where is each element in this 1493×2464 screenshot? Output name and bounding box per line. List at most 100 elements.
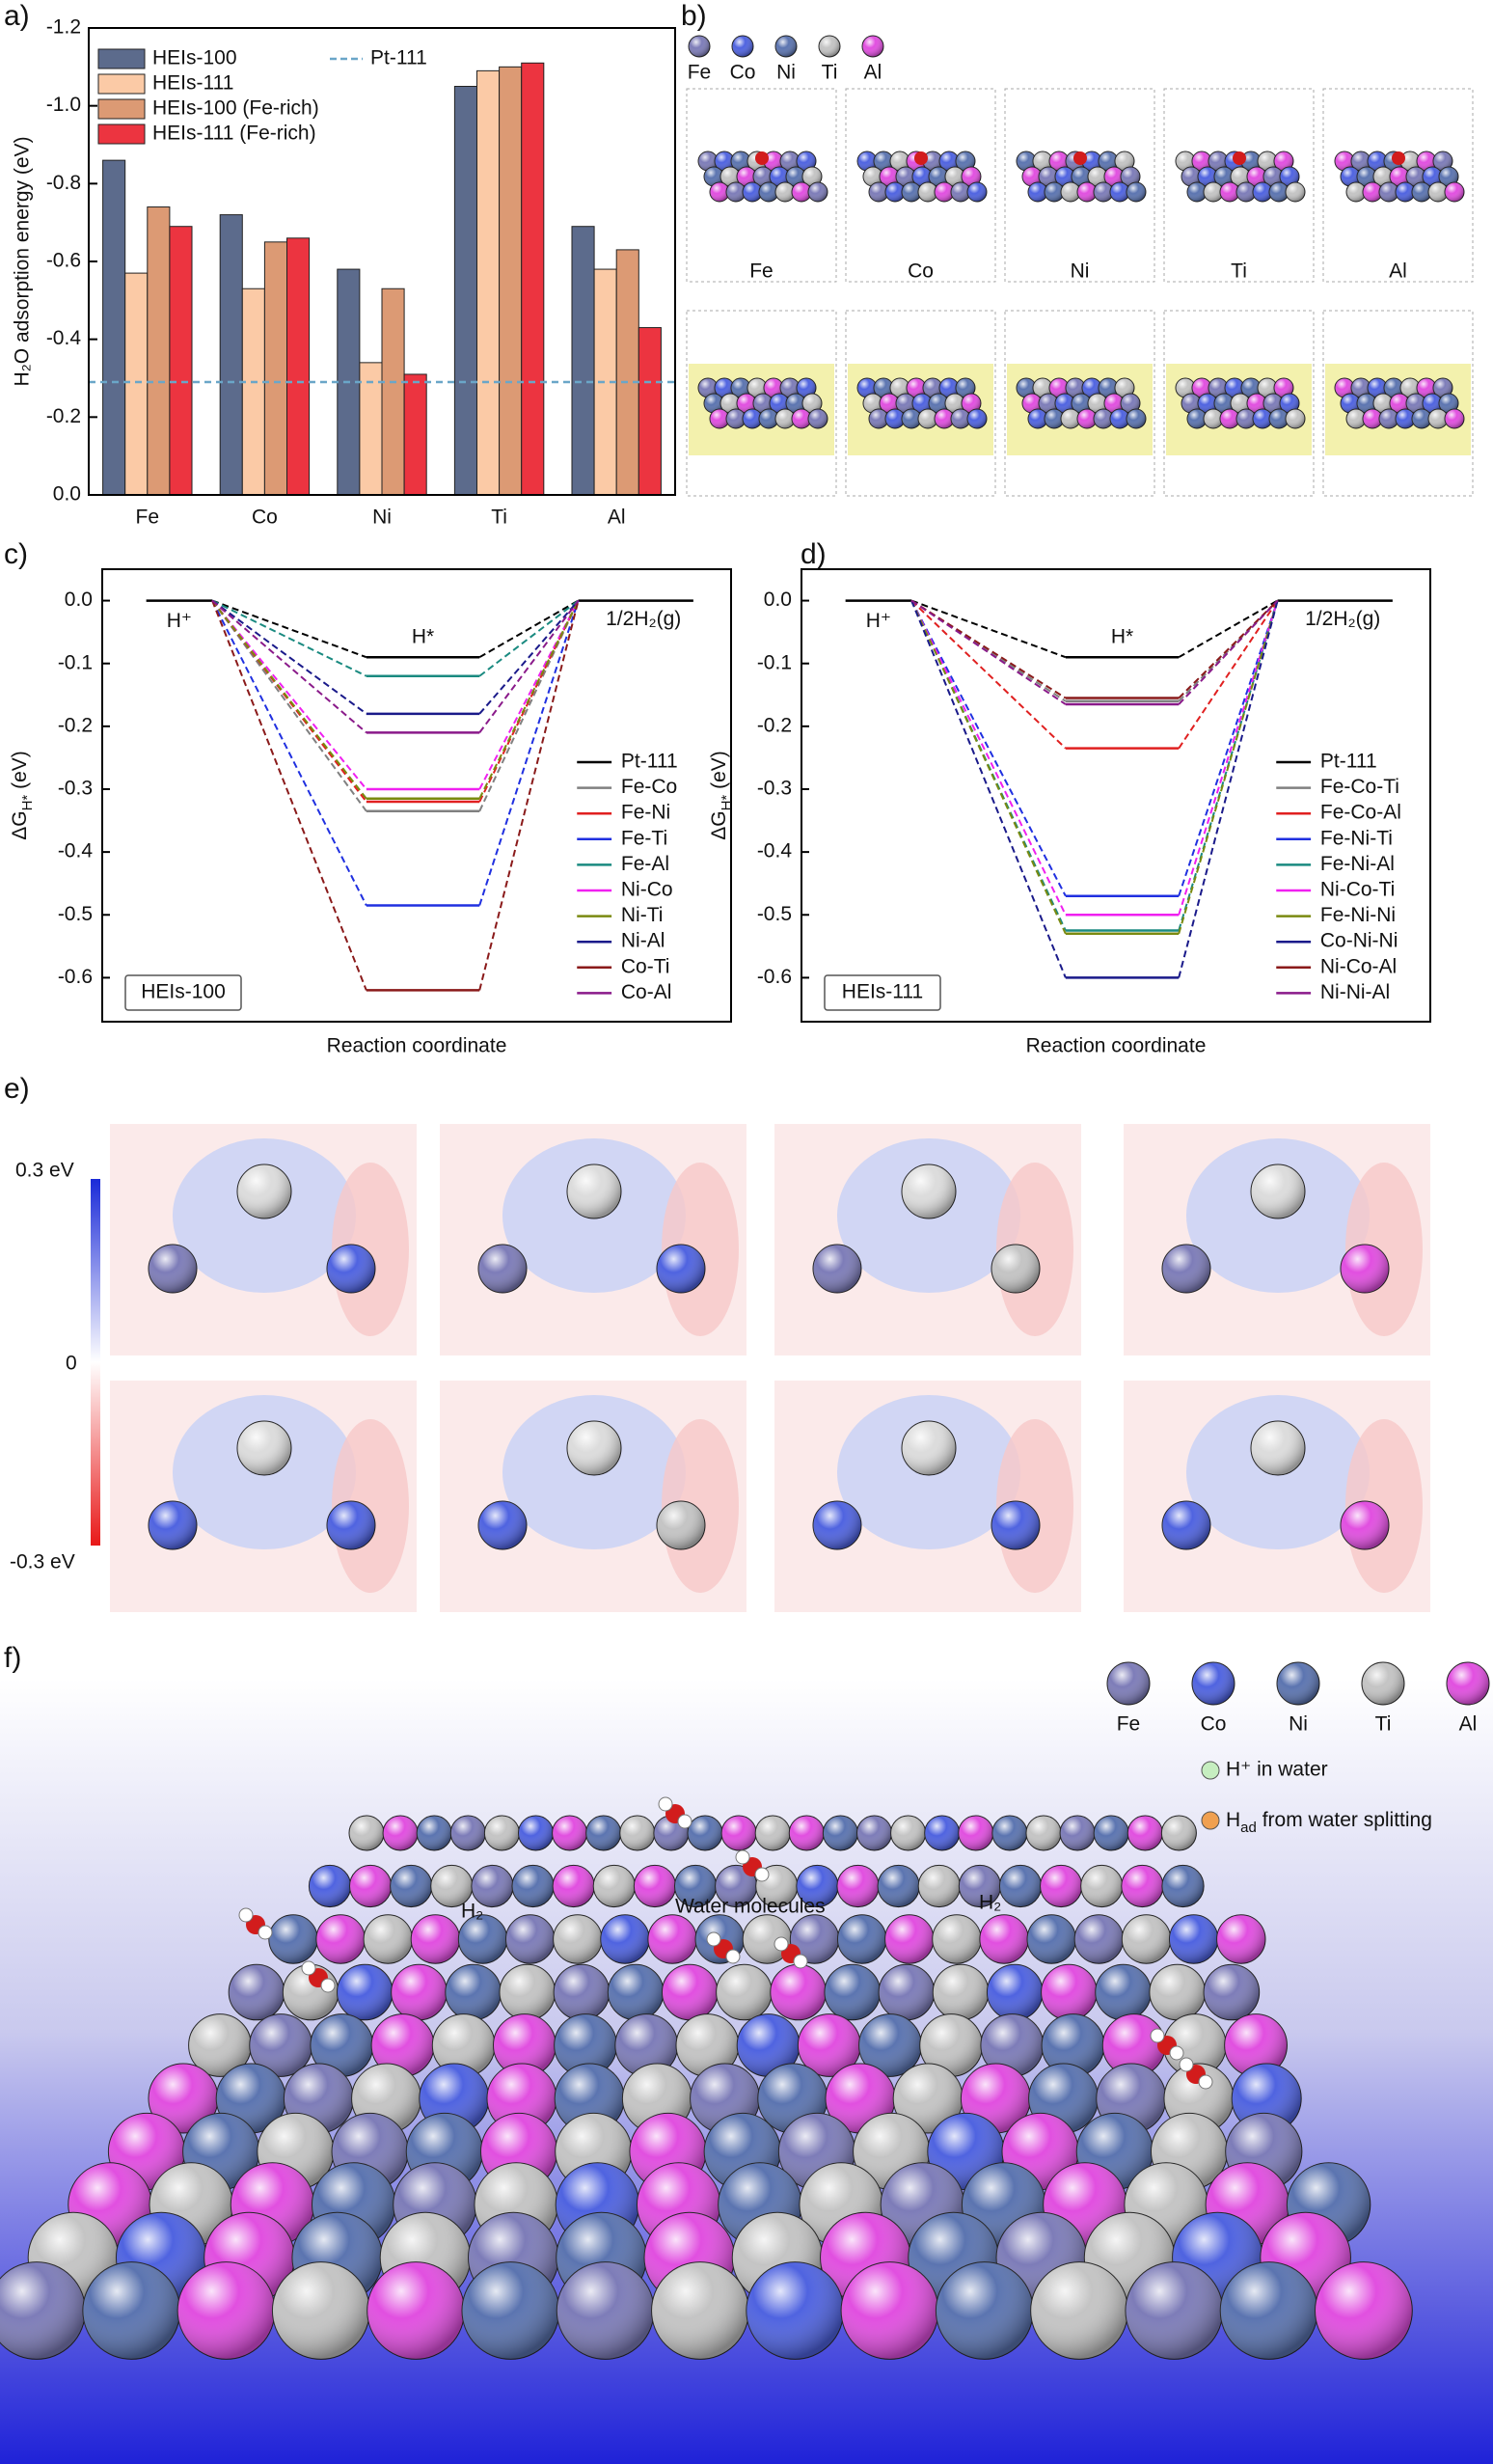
element-label: Ni: [776, 62, 796, 84]
atom-shine: [929, 394, 948, 413]
atom-shine: [553, 1865, 595, 1907]
connector: [211, 599, 367, 812]
hydrogen: [238, 1907, 254, 1923]
atom-shine: [759, 182, 778, 202]
atom-shine: [956, 378, 975, 397]
y-tick-label: -0.1: [58, 651, 93, 673]
atom-shine: [798, 2013, 861, 2077]
atom-shine: [780, 378, 800, 397]
atom-shine: [383, 1816, 419, 1850]
atom-shine: [1033, 378, 1052, 397]
legend-label: Fe-Ti: [621, 827, 667, 849]
atom-shine: [1049, 378, 1069, 397]
atom-shine: [478, 1501, 527, 1549]
connector: [211, 599, 367, 734]
connector: [478, 599, 580, 677]
atom-shine: [493, 2013, 556, 2077]
atom-shine: [552, 1816, 587, 1850]
atom-shine: [390, 1865, 432, 1907]
atom-shine: [1286, 182, 1305, 202]
atom-shine: [1225, 378, 1244, 397]
atom-shine: [1181, 394, 1201, 413]
atom-shine: [1241, 378, 1261, 397]
atom-shine: [933, 1964, 989, 2020]
atom-shine: [1390, 167, 1409, 186]
atom-shine: [1017, 378, 1036, 397]
atom-shine: [959, 1865, 1001, 1907]
bar: [169, 226, 193, 496]
atom-shine: [770, 1964, 827, 2020]
atom-shine: [918, 1865, 961, 1907]
atom-shine: [929, 167, 948, 186]
atom-shine: [1247, 167, 1266, 186]
atom-shine: [1280, 394, 1299, 413]
hydrogen: [677, 1814, 692, 1829]
atom-shine: [1041, 1964, 1098, 2020]
atom-shine: [1251, 1164, 1305, 1218]
atom-shine: [1315, 2261, 1413, 2360]
atom-shine: [1269, 409, 1289, 428]
atom-shine: [1396, 182, 1415, 202]
atom-shine: [951, 182, 970, 202]
atom-shine: [890, 1816, 926, 1850]
atom-shine: [1433, 378, 1452, 397]
atom-shine: [268, 1914, 318, 1964]
atom-shine: [967, 182, 987, 202]
y-axis-label: ΔGH* (eV): [708, 751, 736, 840]
bar: [381, 287, 405, 496]
y-tick-label: -0.3: [757, 778, 792, 800]
atom-shine: [512, 1865, 555, 1907]
atom-shine: [1198, 167, 1217, 186]
element-label: Al: [1459, 1713, 1478, 1736]
atom-shine: [991, 1816, 1027, 1850]
atom-shine: [554, 2013, 617, 2077]
atom-shine: [600, 1914, 650, 1964]
atom-shine: [856, 1816, 892, 1850]
atom-shine: [647, 1914, 697, 1964]
x-axis-label: Reaction coordinate: [1026, 1035, 1207, 1057]
atom-shine: [893, 2064, 964, 2133]
atom-shine: [1094, 1816, 1129, 1850]
y-tick-label: -0.2: [757, 714, 792, 736]
atom-shine: [704, 167, 723, 186]
atom-shine: [1028, 182, 1047, 202]
oxygen: [1392, 151, 1405, 165]
atom-shine: [1274, 151, 1293, 171]
bar: [147, 206, 171, 496]
connector: [478, 599, 580, 733]
atom-shine: [813, 1501, 861, 1549]
structure-label: Co: [908, 260, 934, 283]
atom-shine: [1104, 167, 1124, 186]
atom-shine: [1445, 182, 1464, 202]
atom-shine: [737, 394, 756, 413]
atom-shine: [1176, 378, 1195, 397]
atom-shine: [731, 378, 750, 397]
atom-shine: [1204, 1964, 1260, 2020]
legend-label: Fe-Ni: [621, 802, 670, 824]
hydrogen: [754, 1867, 770, 1882]
y-axis-label: H₂O adsorption energy (eV): [12, 136, 34, 386]
scene-label: H₂: [979, 1892, 1001, 1914]
panel-label: e): [4, 1073, 30, 1105]
hydrogen: [1198, 2074, 1213, 2090]
atom-shine: [902, 1421, 956, 1475]
x-axis-label: Reaction coordinate: [327, 1035, 507, 1057]
atom-shine: [1251, 1421, 1305, 1475]
connector: [211, 600, 367, 991]
scale-label: 0.3 eV: [15, 1160, 74, 1182]
atom-shine: [764, 378, 783, 397]
atom-shine: [1379, 182, 1398, 202]
legend-label: Ni-Co-Al: [1320, 955, 1397, 977]
atom-shine: [1439, 167, 1458, 186]
connector: [1178, 599, 1279, 659]
atom-shine: [484, 1816, 520, 1850]
atom-shine: [471, 1865, 514, 1907]
atom-shine: [962, 167, 981, 186]
atom-shine: [991, 1245, 1040, 1293]
element-label: Fe: [688, 62, 712, 84]
atom-shine: [880, 394, 899, 413]
legend-label-sub: ad: [1240, 1820, 1257, 1836]
legend-label: Pt-111: [1320, 751, 1377, 773]
atom-shine: [935, 182, 954, 202]
atom-shine: [755, 1816, 791, 1850]
